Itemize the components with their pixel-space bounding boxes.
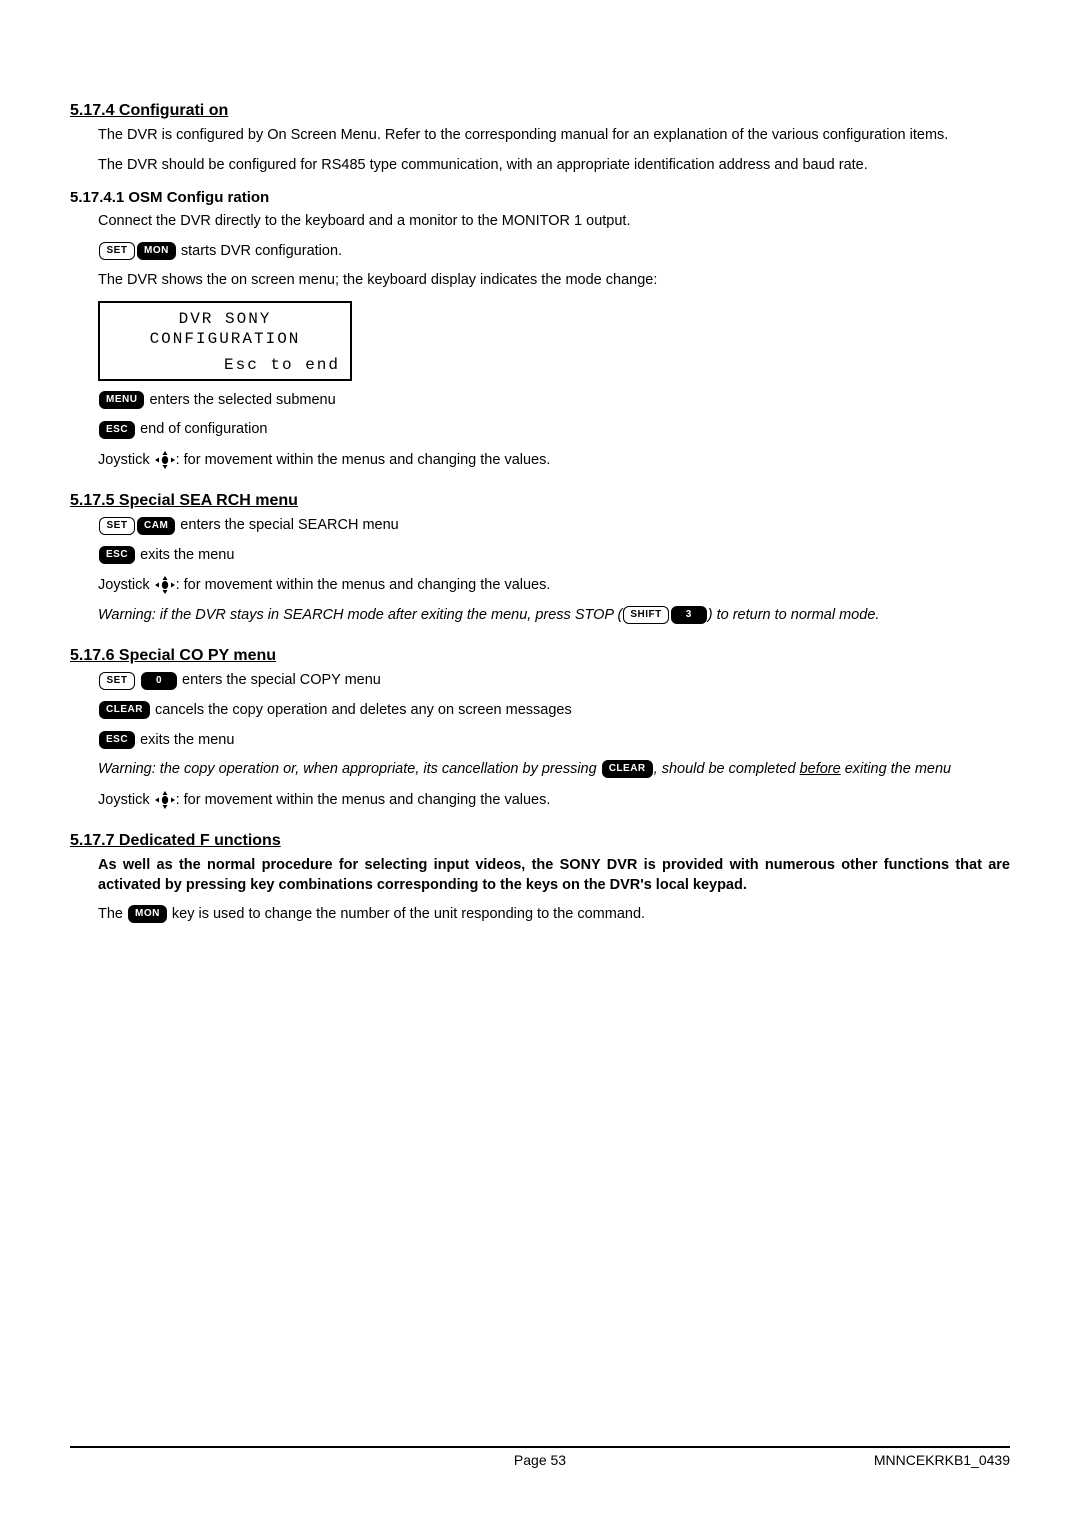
text: Joystick <box>98 791 154 807</box>
key-cam: CAM <box>137 517 175 535</box>
heading-5-17-5: 5.17.5 Special SEA RCH menu <box>70 492 1010 510</box>
warning: Warning: the copy operation or, when app… <box>98 760 1010 780</box>
text: end of configuration <box>136 421 267 437</box>
key-set: SET <box>99 242 135 260</box>
body-5-17-4-1b: MENU enters the selected submenu ESC end… <box>98 391 1010 471</box>
para: The MON key is used to change the number… <box>98 905 1010 925</box>
text: Joystick <box>98 577 154 593</box>
para: Joystick : for movement within the menus… <box>98 450 1010 470</box>
key-set: SET <box>99 517 135 535</box>
para: The DVR is configured by On Screen Menu.… <box>98 126 1010 146</box>
key-mon: MON <box>128 905 167 923</box>
text: enters the special COPY menu <box>178 672 381 688</box>
para: The DVR shows the on screen menu; the ke… <box>98 271 1010 291</box>
key-menu: MENU <box>99 391 144 409</box>
key-esc: ESC <box>99 421 135 439</box>
body-5-17-7: As well as the normal procedure for sele… <box>98 856 1010 925</box>
text: , should be completed <box>654 761 800 777</box>
key-3: 3 <box>671 606 707 624</box>
para: The DVR should be configured for RS485 t… <box>98 156 1010 176</box>
key-clear: CLEAR <box>99 701 150 719</box>
text: : for movement within the menus and chan… <box>176 452 551 468</box>
para-bold: As well as the normal procedure for sele… <box>98 856 1010 895</box>
heading-5-17-7: 5.17.7 Dedicated F unctions <box>70 832 1010 850</box>
key-shift: SHIFT <box>623 606 668 624</box>
key-clear: CLEAR <box>602 760 653 778</box>
body-5-17-4-1: Connect the DVR directly to the keyboard… <box>98 212 1010 291</box>
text: enters the selected submenu <box>145 392 335 408</box>
heading-5-17-4-1: 5.17.4.1 OSM Configu ration <box>70 189 1010 206</box>
heading-5-17-4: 5.17.4 Configurati on <box>70 102 1010 120</box>
text-underlined: before <box>800 761 841 777</box>
key-mon: MON <box>137 242 176 260</box>
text: Joystick <box>98 452 154 468</box>
joystick-icon <box>154 450 176 470</box>
text: enters the special SEARCH menu <box>176 517 398 533</box>
para: SETCAM enters the special SEARCH menu <box>98 516 1010 536</box>
footer-page-number: Page 53 <box>330 1452 750 1468</box>
body-5-17-6: SET 0 enters the special COPY menu CLEAR… <box>98 671 1010 810</box>
para: Joystick : for movement within the menus… <box>98 790 1010 810</box>
joystick-icon <box>154 575 176 595</box>
key-esc: ESC <box>99 731 135 749</box>
lcd-line: Esc to end <box>110 355 340 375</box>
para: MENU enters the selected submenu <box>98 391 1010 411</box>
key-set: SET <box>99 672 135 690</box>
lcd-display: DVR SONY CONFIGURATION Esc to end <box>98 301 352 381</box>
text: cancels the copy operation and deletes a… <box>151 702 572 718</box>
para: ESC end of configuration <box>98 420 1010 440</box>
key-esc: ESC <box>99 546 135 564</box>
body-5-17-4: The DVR is configured by On Screen Menu.… <box>98 126 1010 175</box>
text: The <box>98 906 127 922</box>
text: exiting the menu <box>841 761 951 777</box>
page-footer: Page 53 MNNCEKRKB1_0439 <box>70 1446 1010 1468</box>
text: : for movement within the menus and chan… <box>176 791 551 807</box>
text: starts DVR configuration. <box>177 243 342 259</box>
para: SET 0 enters the special COPY menu <box>98 671 1010 691</box>
para: Joystick : for movement within the menus… <box>98 575 1010 595</box>
text: exits the menu <box>136 732 234 748</box>
text: Warning: the copy operation or, when app… <box>98 761 601 777</box>
text: ) to return to normal mode. <box>708 607 880 623</box>
key-0: 0 <box>141 672 177 690</box>
joystick-icon <box>154 790 176 810</box>
para: CLEAR cancels the copy operation and del… <box>98 701 1010 721</box>
lcd-line: DVR SONY <box>110 309 340 329</box>
para: ESC exits the menu <box>98 546 1010 566</box>
warning: Warning: if the DVR stays in SEARCH mode… <box>98 606 1010 626</box>
footer-doc-id: MNNCEKRKB1_0439 <box>750 1452 1010 1468</box>
text: key is used to change the number of the … <box>168 906 645 922</box>
para: SETMON starts DVR configuration. <box>98 242 1010 262</box>
para: ESC exits the menu <box>98 731 1010 751</box>
footer-left <box>70 1452 330 1468</box>
para: Connect the DVR directly to the keyboard… <box>98 212 1010 232</box>
heading-5-17-6: 5.17.6 Special CO PY menu <box>70 647 1010 665</box>
lcd-line: CONFIGURATION <box>110 329 340 349</box>
body-5-17-5: SETCAM enters the special SEARCH menu ES… <box>98 516 1010 625</box>
text: exits the menu <box>136 547 234 563</box>
text: Warning: if the DVR stays in SEARCH mode… <box>98 607 622 623</box>
text: : for movement within the menus and chan… <box>176 577 551 593</box>
